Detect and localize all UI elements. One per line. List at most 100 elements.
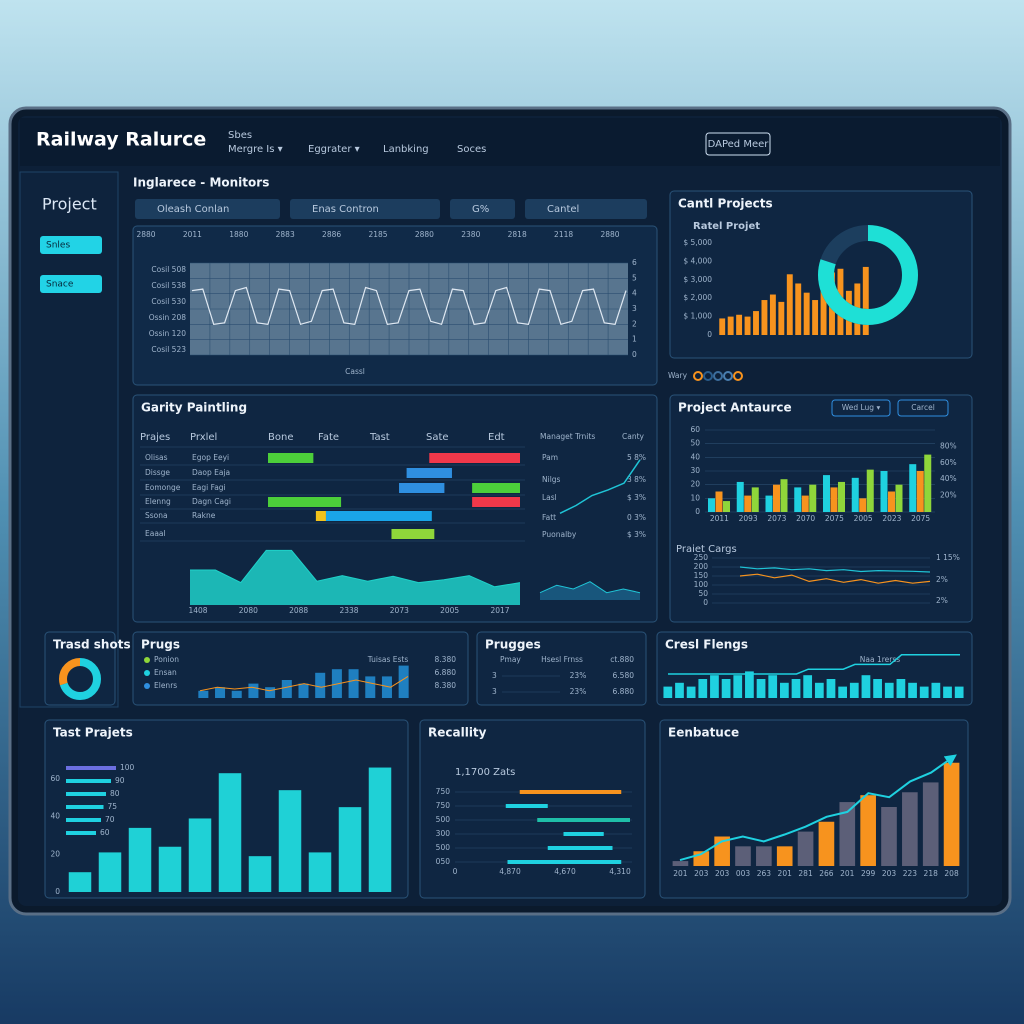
nav-item[interactable]: Lanbking	[383, 144, 429, 155]
label: 2883	[276, 230, 295, 239]
dropdown[interactable]	[450, 199, 515, 219]
label: 2073	[390, 606, 409, 615]
gantt-bar	[268, 497, 342, 507]
nav-item[interactable]: Mergre Is ▾	[228, 144, 283, 155]
row-label: 500	[436, 843, 451, 852]
tick-label: 80%	[940, 441, 957, 450]
row-name: Eaaal	[145, 529, 166, 538]
row-label: 750	[436, 787, 451, 796]
legend-dot	[723, 371, 733, 381]
bar	[780, 479, 788, 512]
dropdown-label[interactable]: Oleash Conlan	[157, 204, 229, 215]
label: 2818	[508, 230, 527, 239]
bar	[98, 852, 122, 892]
right-label: 2%	[936, 596, 948, 605]
sidebar-item[interactable]: Snace	[46, 280, 74, 290]
legend-label: Ponion	[154, 655, 179, 664]
bar	[698, 679, 708, 698]
x-tick-label: 203	[715, 869, 730, 878]
sidebar-item[interactable]: Snles	[46, 241, 70, 251]
bar	[128, 827, 152, 892]
dropdown[interactable]	[135, 199, 280, 219]
dropdown-label[interactable]: G%	[472, 204, 489, 215]
button-label[interactable]: DAPed Meer	[708, 139, 770, 150]
trend-name: Fatt	[542, 513, 556, 522]
x-axis-label: Cassl	[345, 367, 365, 376]
bar	[368, 767, 392, 892]
mini-bar	[66, 766, 116, 770]
row-label: 500	[436, 815, 451, 824]
bar	[830, 487, 838, 512]
row-task: Daop Eaja	[192, 468, 230, 477]
x-tick-label: 201	[840, 869, 855, 878]
mini-bar	[66, 805, 104, 809]
button[interactable]	[705, 132, 771, 156]
note: Naa 1rerss	[860, 655, 900, 664]
x-tick-label: 2023	[882, 514, 901, 523]
bar	[803, 675, 813, 698]
flengs-line	[668, 654, 960, 675]
trend-name: Lasl	[542, 493, 557, 502]
legend-dot	[733, 371, 743, 381]
figure: 8.380	[435, 655, 457, 664]
dropdown-label[interactable]: Enas Contron	[312, 204, 379, 215]
tick-label: 3	[632, 304, 637, 313]
mini-bar	[66, 792, 106, 796]
panel	[476, 631, 647, 706]
label: 2886	[322, 230, 341, 239]
label: 2880	[136, 230, 155, 239]
mini-label: 100	[120, 763, 135, 772]
subtitle: 1,1700 Zats	[455, 767, 515, 778]
area-fill	[540, 581, 640, 600]
label: 2880	[415, 230, 434, 239]
bar	[860, 795, 876, 866]
trend-value: 5 8%	[627, 453, 646, 462]
label: 2017	[490, 606, 509, 615]
tick-label: 10	[690, 493, 700, 502]
x-tick-label: 2075	[911, 514, 930, 523]
tick-label: $ 2,000	[683, 293, 712, 302]
row-task: Rakne	[192, 511, 216, 520]
tick-label: 6	[632, 258, 637, 267]
bar	[795, 283, 802, 335]
panel-title: Eenbatuce	[668, 726, 739, 740]
x-tick-label: 218	[924, 869, 939, 878]
control-label[interactable]: Wed Lug ▾	[842, 403, 881, 412]
bar	[672, 861, 689, 866]
x-tick-label: 2005	[854, 514, 873, 523]
tick-label: 0	[695, 507, 700, 516]
legend-dot	[144, 657, 150, 663]
gantt-bar	[472, 497, 520, 507]
nav-item[interactable]: Soces	[457, 144, 486, 155]
mini-label: 70	[105, 815, 115, 824]
sidebar-button[interactable]	[40, 275, 102, 293]
dropdown-label[interactable]: Cantel	[547, 204, 579, 215]
table-header: Pmay	[500, 655, 521, 664]
bar	[715, 491, 723, 512]
legend-dot	[703, 371, 713, 381]
trend-name: Pam	[542, 453, 558, 462]
bar	[839, 802, 856, 866]
x-tick-label: 203	[694, 869, 709, 878]
bar	[909, 464, 917, 512]
nav-item[interactable]: Eggrater ▾	[308, 144, 360, 155]
x-tick-label: 203	[882, 869, 897, 878]
panel-title: Garity Paintling	[141, 401, 247, 415]
bar	[849, 682, 859, 698]
bar	[943, 762, 960, 866]
control[interactable]	[897, 399, 949, 417]
legend-dot	[693, 371, 703, 381]
sidebar-button[interactable]	[40, 236, 102, 254]
panel-title: Cresl Flengs	[665, 638, 748, 652]
bar	[745, 671, 754, 698]
legend-label: Ensan	[154, 668, 177, 677]
bar	[298, 683, 309, 698]
bar	[686, 686, 696, 698]
dropdown[interactable]	[290, 199, 440, 219]
legend-dot	[144, 683, 150, 689]
control-label[interactable]: Carcel	[911, 403, 935, 412]
dropdown[interactable]	[525, 199, 647, 219]
control[interactable]	[831, 399, 891, 417]
bar	[756, 846, 772, 866]
bar	[215, 687, 226, 698]
